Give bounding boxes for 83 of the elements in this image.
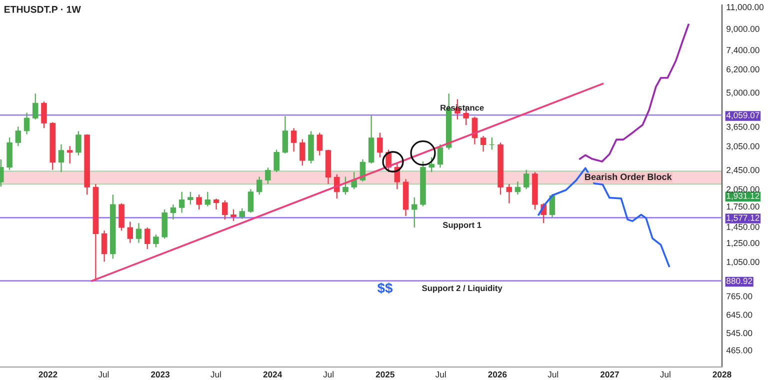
- y-tick-label: 3,650.00: [726, 124, 760, 131]
- y-tick-label: 9,000.00: [726, 26, 760, 33]
- candlestick: [230, 208, 236, 222]
- x-tick-label: 2022: [38, 371, 58, 378]
- candlestick: [136, 222, 142, 244]
- candlestick: [248, 188, 254, 214]
- y-tick-label: 1,050.00: [726, 258, 760, 266]
- candlestick: [282, 116, 288, 154]
- y-tick-label: 6,200.00: [726, 66, 760, 74]
- y-tick-label: 545.00: [726, 330, 752, 336]
- annotation: $$: [377, 282, 393, 294]
- x-tick-label: 2026: [488, 371, 507, 378]
- band-label: Bearish Order Block: [585, 173, 672, 180]
- y-tick-label: 765.00: [726, 293, 752, 300]
- y-tick-label: 645.00: [726, 312, 752, 318]
- x-tick-label: Jul: [435, 371, 446, 378]
- candlestick: [101, 230, 108, 262]
- candlestick: [377, 132, 383, 158]
- x-tick-label: Jul: [210, 371, 221, 378]
- x-tick-label: 2025: [376, 371, 394, 378]
- candlestick: [76, 130, 82, 156]
- candlestick: [170, 204, 176, 220]
- line-series: [578, 24, 690, 162]
- candlestick: [489, 137, 495, 150]
- y-tick-label: 4,059.07: [726, 112, 760, 120]
- y-tick-label: 1,931.12: [726, 192, 760, 200]
- candlestick: [300, 138, 306, 166]
- ref-line-label: Support 2 / Liquidity: [422, 284, 502, 293]
- candlestick: [351, 172, 357, 190]
- x-tick-label: 2028: [712, 371, 732, 378]
- candlestick: [41, 100, 47, 129]
- candlestick: [204, 191, 211, 207]
- candlestick: [428, 156, 434, 173]
- candlestick: [66, 146, 73, 164]
- candlestick: [32, 93, 38, 120]
- candlestick: [506, 183, 512, 204]
- x-tick-label: 2024: [263, 371, 282, 378]
- candlestick: [256, 176, 262, 196]
- candlestick: [523, 169, 530, 190]
- y-tick-label: 880.92: [726, 278, 752, 284]
- candlestick: [144, 226, 150, 250]
- candlestick: [265, 167, 271, 185]
- candlestick: [188, 191, 194, 206]
- x-tick-label: 2023: [150, 371, 170, 378]
- candlestick: [412, 196, 418, 228]
- y-tick-label: 1,577.12: [726, 214, 760, 222]
- x-tick-label: Jul: [548, 371, 558, 378]
- y-tick-label: 7,400.00: [726, 47, 760, 54]
- candlestick: [290, 128, 297, 152]
- candlestick: [127, 221, 133, 244]
- candlestick: [118, 202, 124, 232]
- candlestick: [222, 200, 228, 220]
- candlestick: [514, 180, 521, 196]
- x-tick-label: Jul: [98, 371, 109, 378]
- x-tick-label: 2027: [600, 371, 619, 378]
- candlestick: [213, 198, 220, 210]
- candlestick: [153, 234, 159, 248]
- candlestick: [196, 194, 202, 210]
- y-tick-label: 5,000.00: [726, 90, 760, 97]
- y-tick-label: 1,750.00: [726, 203, 760, 211]
- candlestick: [58, 144, 64, 173]
- y-tick-label: 465.00: [726, 347, 752, 354]
- y-tick-label: 3,050.00: [726, 143, 760, 150]
- candlestick: [394, 162, 400, 190]
- x-tick-label: Jul: [660, 371, 670, 378]
- candlestick: [342, 176, 348, 196]
- y-tick-label: 11,000.00: [726, 4, 764, 12]
- y-tick-label: 2,450.00: [726, 166, 760, 174]
- y-tick-label: 1,250.00: [726, 240, 760, 248]
- chart-title: ETHUSDT.P · 1W: [4, 6, 81, 13]
- y-tick-label: 1,450.00: [726, 224, 760, 231]
- candlestick: [24, 112, 30, 135]
- candlestick: [316, 132, 322, 156]
- ref-line-label: Support 1: [442, 222, 482, 230]
- candlestick: [239, 208, 245, 220]
- x-tick-label: Jul: [323, 371, 334, 378]
- candlestick: [437, 144, 444, 168]
- y-tick-label: 2,050.00: [726, 186, 760, 194]
- line-series: [538, 167, 670, 268]
- candlestick: [480, 135, 486, 152]
- candlestick: [274, 149, 280, 173]
- candlestick: [15, 126, 22, 147]
- candlestick: [178, 191, 185, 214]
